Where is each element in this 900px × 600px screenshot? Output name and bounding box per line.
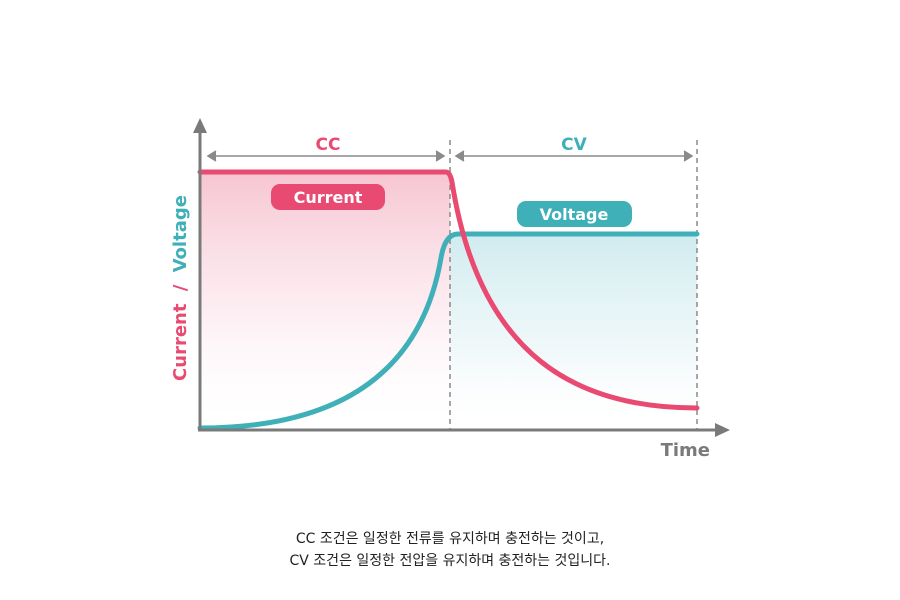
cv-label: CV [561,135,587,155]
voltage-badge [517,201,632,227]
current-badge-label: Current [294,188,363,207]
x-axis-label: Time [661,440,710,461]
y-axis-label-separator: / [170,284,191,291]
cc-region-fill [200,172,450,430]
cc-label: CC [316,135,341,155]
current-curve [197,169,700,411]
caption-line-1: CC 조건은 일정한 전류를 유지하며 충전하는 것이고, [295,531,605,547]
y-axis-label-current: Current [170,303,191,381]
voltage-curve [197,231,700,431]
caption-line-2: CV 조건은 일정한 전압을 유지하며 충전하는 것입니다. [289,553,611,569]
current-badge [271,184,385,210]
voltage-badge-label: Voltage [540,205,609,224]
cv-span-arrow [454,150,694,162]
caption: CC 조건은 일정한 전류를 유지하며 충전하는 것이고, CV 조건은 일정한… [0,528,900,572]
cv-region-fill [450,234,697,430]
x-axis-arrowhead [715,423,730,437]
y-axis-label: Current / Voltage [170,195,191,381]
y-axis-arrowhead [193,118,207,133]
cc-span-arrow [206,150,446,162]
y-axis-label-voltage: Voltage [170,195,191,272]
